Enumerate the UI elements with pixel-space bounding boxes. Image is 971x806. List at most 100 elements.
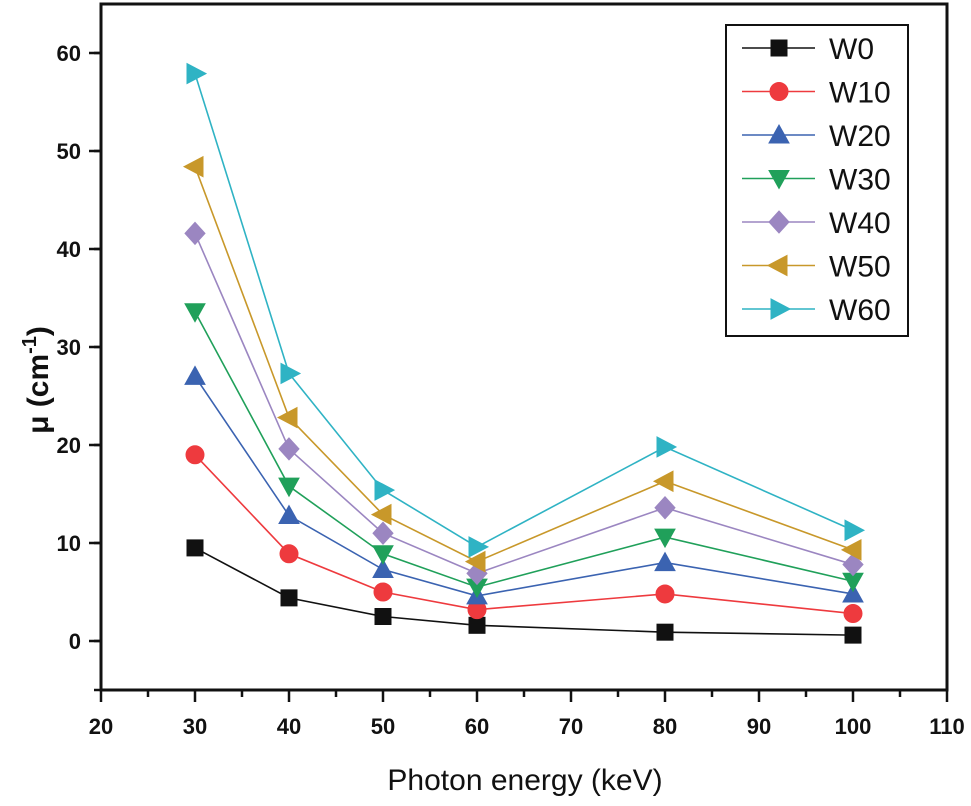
legend-marker xyxy=(769,82,789,101)
x-tick-label: 50 xyxy=(371,714,395,739)
x-axis: 20 30 40 50 60 70 80 90 100 110 xyxy=(89,690,965,739)
legend-item: W10 xyxy=(742,77,891,110)
data-point xyxy=(374,608,392,625)
data-point xyxy=(185,445,205,465)
data-point xyxy=(654,495,676,520)
series-w50 xyxy=(182,155,862,573)
data-point xyxy=(844,626,862,644)
data-point xyxy=(372,521,394,545)
legend-marker xyxy=(770,298,792,320)
data-point xyxy=(278,504,300,525)
data-point xyxy=(186,539,204,557)
legend-label: W40 xyxy=(829,207,891,240)
data-point xyxy=(373,582,393,602)
data-point xyxy=(468,536,490,558)
data-point xyxy=(840,539,862,561)
legend-item: W60 xyxy=(742,294,891,327)
data-point xyxy=(278,437,300,461)
series-line xyxy=(194,311,854,588)
legend-box xyxy=(725,24,909,337)
legend-label: W10 xyxy=(829,77,891,110)
x-tick-label: 100 xyxy=(835,714,872,739)
legend-marker xyxy=(768,123,790,144)
legend-item: W30 xyxy=(742,164,891,197)
data-point xyxy=(844,519,866,542)
data-point xyxy=(843,604,863,624)
y-tick-label: 40 xyxy=(57,237,81,262)
x-tick-label: 60 xyxy=(465,714,489,739)
data-point xyxy=(656,623,674,641)
data-point xyxy=(842,552,864,577)
legend-item: W20 xyxy=(742,120,891,153)
data-point xyxy=(280,589,298,607)
x-tick-label: 20 xyxy=(89,714,113,739)
y-axis-title-end: ) xyxy=(22,326,55,336)
data-point xyxy=(372,558,394,578)
legend-label: W20 xyxy=(829,120,891,153)
x-tick-label: 70 xyxy=(559,714,583,739)
y-tick-label: 0 xyxy=(69,629,81,654)
legend-item: W0 xyxy=(742,33,874,66)
legend-marker xyxy=(768,170,790,190)
data-point xyxy=(468,616,486,634)
data-point xyxy=(186,62,208,85)
y-tick-label: 30 xyxy=(57,335,81,360)
data-point xyxy=(280,362,302,385)
data-point xyxy=(182,155,204,178)
series-w0 xyxy=(186,539,862,644)
series-w40 xyxy=(184,221,864,586)
y-tick-label: 20 xyxy=(57,433,81,458)
data-point xyxy=(656,436,678,458)
data-point xyxy=(278,477,300,498)
series-layer xyxy=(182,62,866,644)
series-line xyxy=(194,233,854,575)
x-tick-label: 90 xyxy=(747,714,771,739)
legend-item: W50 xyxy=(742,251,891,284)
data-point xyxy=(654,551,676,572)
data-point xyxy=(184,221,206,246)
data-point xyxy=(184,365,206,385)
legend-marker xyxy=(766,254,788,277)
y-axis-title-sup: -1 xyxy=(19,336,41,354)
series-line xyxy=(194,73,854,548)
legend-marker xyxy=(770,39,788,57)
data-point xyxy=(655,584,675,604)
y-axis: 0 10 20 30 40 50 60 xyxy=(57,41,101,692)
data-point xyxy=(464,550,486,573)
x-tick-label: 110 xyxy=(929,714,965,739)
x-tick-label: 30 xyxy=(183,714,207,739)
series-w30 xyxy=(184,303,864,599)
legend-label: W30 xyxy=(829,164,891,197)
data-point xyxy=(372,545,394,565)
x-axis-title: Photon energy (keV) xyxy=(387,764,662,797)
data-point xyxy=(374,479,396,501)
series-w10 xyxy=(185,445,863,624)
x-tick-label: 40 xyxy=(277,714,301,739)
legend-label: W50 xyxy=(829,251,891,284)
legend-label: W0 xyxy=(829,33,874,66)
series-w60 xyxy=(186,62,866,558)
y-tick-label: 60 xyxy=(57,41,81,66)
y-axis-title-main: μ (cm xyxy=(22,354,55,434)
legend: W0 W10 W20 W30 W40 W50 W60 xyxy=(725,24,909,337)
series-line xyxy=(194,166,854,563)
y-tick-label: 50 xyxy=(57,139,81,164)
legend-marker xyxy=(768,210,790,234)
data-point xyxy=(184,303,206,323)
legend-item: W40 xyxy=(742,207,891,240)
series-line xyxy=(194,547,854,636)
data-point xyxy=(279,544,299,564)
series-line xyxy=(194,375,854,597)
legend-label: W60 xyxy=(829,294,891,327)
data-point xyxy=(652,470,674,493)
x-tick-label: 80 xyxy=(653,714,677,739)
data-point xyxy=(370,503,392,526)
series-w20 xyxy=(184,365,864,605)
data-point xyxy=(276,406,298,429)
series-line xyxy=(194,454,854,615)
data-point xyxy=(654,528,676,549)
data-point xyxy=(842,582,864,603)
y-axis-title: μ (cm-1) xyxy=(19,326,55,434)
y-tick-label: 10 xyxy=(57,531,81,556)
